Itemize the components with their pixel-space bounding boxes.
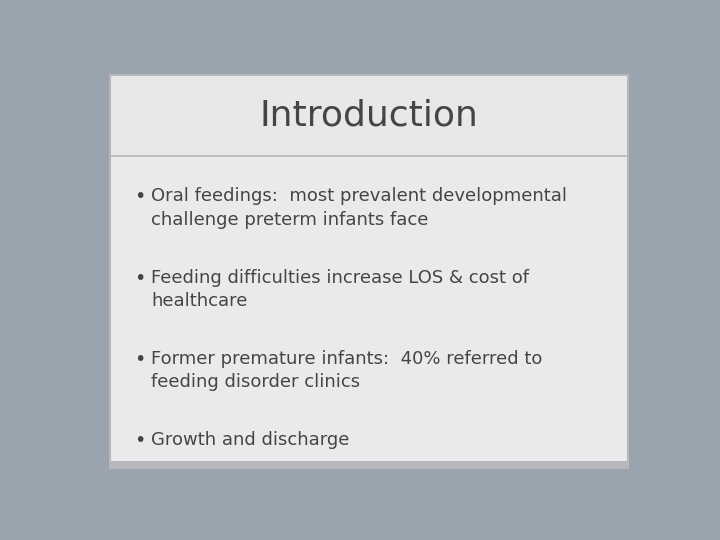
- Text: Feeding difficulties increase LOS & cost of
healthcare: Feeding difficulties increase LOS & cost…: [151, 268, 529, 310]
- Bar: [109, 156, 629, 468]
- Bar: [109, 75, 629, 156]
- Text: •: •: [135, 268, 146, 287]
- Text: Introduction: Introduction: [260, 99, 478, 133]
- Text: Growth and discharge: Growth and discharge: [151, 431, 350, 449]
- Text: Former premature infants:  40% referred to
feeding disorder clinics: Former premature infants: 40% referred t…: [151, 349, 543, 391]
- Bar: [109, 461, 629, 468]
- Text: •: •: [135, 187, 146, 206]
- Text: Oral feedings:  most prevalent developmental
challenge preterm infants face: Oral feedings: most prevalent developmen…: [151, 187, 567, 229]
- Text: •: •: [135, 431, 146, 450]
- Text: •: •: [135, 349, 146, 369]
